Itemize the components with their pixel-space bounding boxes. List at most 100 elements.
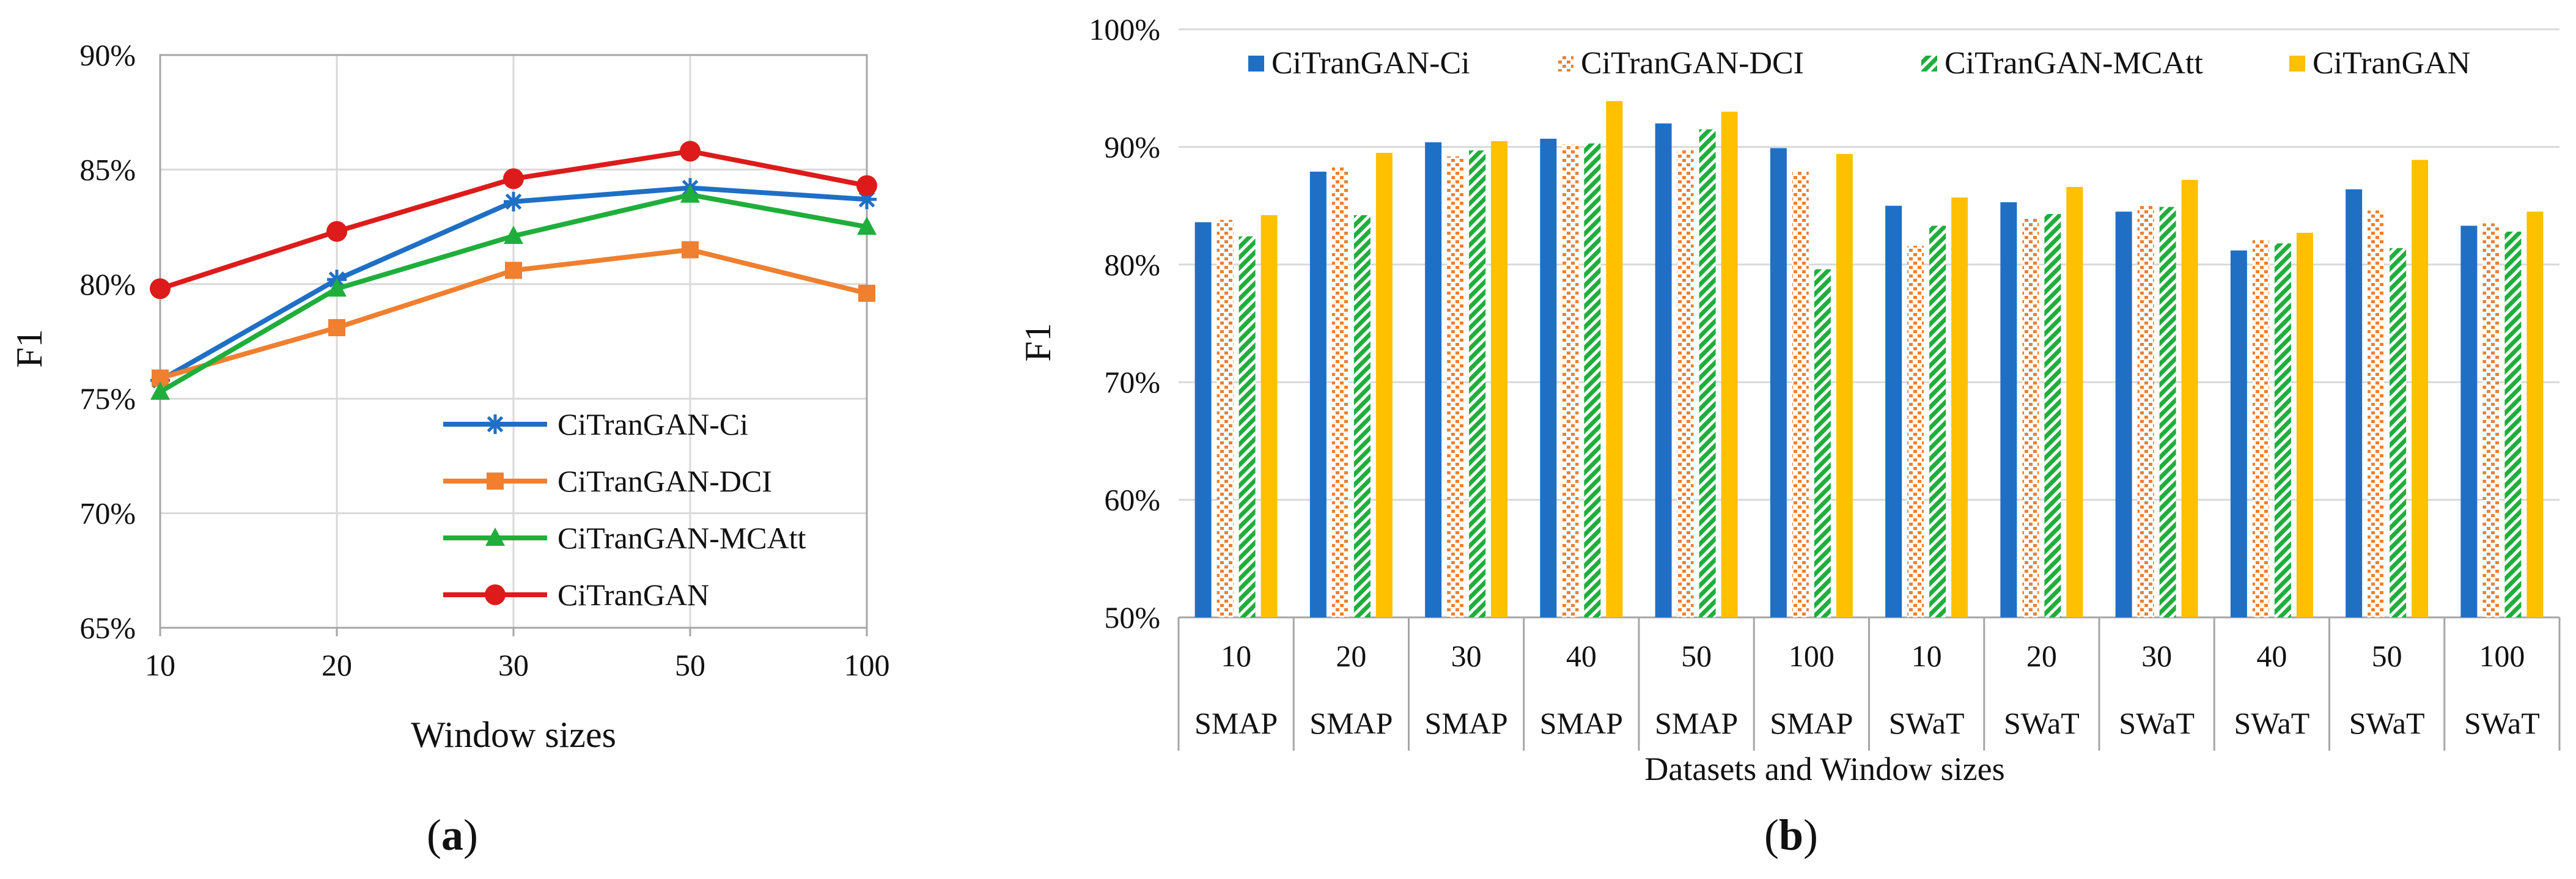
panel-b-legend: CiTranGAN-Ci CiTranGAN-DCI CiTranGAN-MCAtt… — [1248, 46, 2470, 81]
panel-a-axes — [159, 54, 868, 636]
panel-a-series — [150, 141, 877, 400]
x-tick-label: 50 — [675, 648, 705, 682]
panel-b-y-axis-title: F1 — [1018, 323, 1058, 361]
x-group-label: SWaT — [1889, 706, 1965, 740]
bar — [1491, 141, 1508, 617]
data-point — [504, 226, 523, 245]
legend-item-citrangan: CiTranGAN — [2289, 46, 2470, 81]
bar — [1836, 153, 1853, 618]
bar — [2230, 250, 2247, 617]
bar — [2412, 160, 2429, 618]
bar — [2504, 231, 2522, 618]
series-citrangan — [150, 141, 877, 300]
x-tick-label: 20 — [322, 648, 352, 682]
bar — [2368, 210, 2385, 617]
x-group-label: SMAP — [1770, 706, 1853, 740]
bar — [2526, 211, 2544, 618]
bar — [1540, 138, 1557, 617]
data-point — [856, 175, 877, 196]
y-tick-label: 100% — [1089, 12, 1160, 46]
y-tick-label: 80% — [79, 267, 136, 301]
data-point — [857, 216, 877, 235]
series-citrangan-mcatt — [150, 184, 877, 400]
legend-marker — [487, 473, 504, 490]
series-citrangan-dci — [1216, 144, 2500, 618]
panel-b-bar-chart: 50% 60% 70% 80% 90% 100% 10 SMAP 20 SMAP 30 SMAP 40… — [1018, 12, 2561, 859]
data-point — [680, 141, 701, 162]
series-citrangan-ci — [1194, 123, 2478, 618]
bar — [1194, 222, 1212, 617]
bar — [1331, 167, 1349, 617]
bar — [1469, 150, 1486, 617]
x-group-label: SWaT — [2234, 706, 2310, 740]
legend-label: CiTranGAN — [558, 578, 709, 612]
panel-b-axes — [1177, 616, 2561, 751]
bar — [1885, 205, 1902, 618]
x-tick-label: 50 — [1681, 639, 1712, 673]
data-point — [682, 241, 699, 259]
x-tick-label: 30 — [498, 648, 529, 682]
bar — [1814, 269, 1831, 618]
series-citrangan — [1260, 101, 2544, 618]
y-tick-label: 70% — [79, 496, 136, 531]
bar — [2390, 248, 2407, 617]
panel-b-bars — [1194, 101, 2544, 618]
x-group-label: SMAP — [1540, 706, 1623, 740]
series-citrangan-dci — [152, 241, 875, 387]
bar — [1238, 236, 1256, 617]
x-tick-label: 100 — [2479, 639, 2525, 673]
y-tick-label: 70% — [1104, 365, 1160, 399]
panel-b-x-axis-title: Datasets and Window sizes — [1644, 751, 2004, 787]
panel-a-line-chart: 65% 70% 75% 80% 85% 90% 10 20 30 50 100 CiTranGAN… — [9, 38, 890, 859]
legend-label: CiTranGAN-MCAtt — [558, 521, 806, 555]
data-point — [504, 191, 523, 211]
x-tick-label: 30 — [2141, 639, 2172, 673]
data-point — [150, 381, 170, 400]
x-group-label: SWaT — [2349, 706, 2425, 740]
bar — [1721, 111, 1738, 617]
bar — [1677, 149, 1694, 618]
legend-item-citrangan-mcatt: CiTranGAN-MCAtt — [443, 521, 806, 555]
x-tick-label: 20 — [1336, 639, 1366, 673]
legend-label: CiTranGAN-Ci — [558, 407, 748, 441]
panel-a-label: (a) — [427, 811, 478, 859]
legend-swatch — [1921, 56, 1937, 72]
y-tick-label: 80% — [1104, 248, 1160, 282]
bar — [1655, 123, 1672, 618]
data-point — [857, 189, 877, 210]
bar — [1562, 144, 1579, 617]
legend-item-citrangan-dci: CiTranGAN-DCI — [1558, 46, 1804, 81]
x-group-label: SMAP — [1425, 706, 1508, 740]
x-tick-label: 40 — [1566, 639, 1597, 673]
legend-label: CiTranGAN — [2313, 46, 2470, 81]
bar — [1425, 142, 1442, 618]
x-tick-label: 50 — [2372, 639, 2402, 673]
y-tick-label: 75% — [79, 381, 136, 416]
legend-item-citrangan-ci: CiTranGAN-Ci — [443, 407, 748, 441]
bar — [2346, 189, 2363, 617]
bar — [1699, 129, 1716, 618]
legend-swatch — [1248, 56, 1264, 72]
x-group-label: SMAP — [1309, 706, 1393, 740]
data-point — [858, 284, 875, 302]
x-tick-label: 20 — [2026, 639, 2057, 673]
bar — [1309, 171, 1327, 618]
legend-item-citrangan-dci: CiTranGAN-DCI — [443, 464, 772, 498]
y-tick-label: 85% — [79, 152, 136, 186]
bar — [2066, 186, 2083, 617]
bar — [1606, 101, 1623, 617]
bar — [2252, 240, 2269, 617]
bar — [1216, 219, 1234, 617]
x-group-label: SMAP — [1655, 706, 1738, 740]
legend-marker — [485, 584, 506, 605]
bar — [1375, 153, 1393, 617]
x-group-label: SWaT — [2464, 706, 2540, 740]
x-group-label: SWaT — [2119, 706, 2195, 740]
data-point — [505, 262, 522, 279]
y-tick-label: 65% — [79, 611, 136, 645]
legend-label: CiTranGAN-Ci — [1271, 46, 1470, 81]
bar — [1584, 143, 1601, 618]
x-tick-label: 10 — [1912, 639, 1942, 673]
data-point — [326, 221, 347, 242]
series-citrangan-mcatt — [1238, 129, 2522, 618]
